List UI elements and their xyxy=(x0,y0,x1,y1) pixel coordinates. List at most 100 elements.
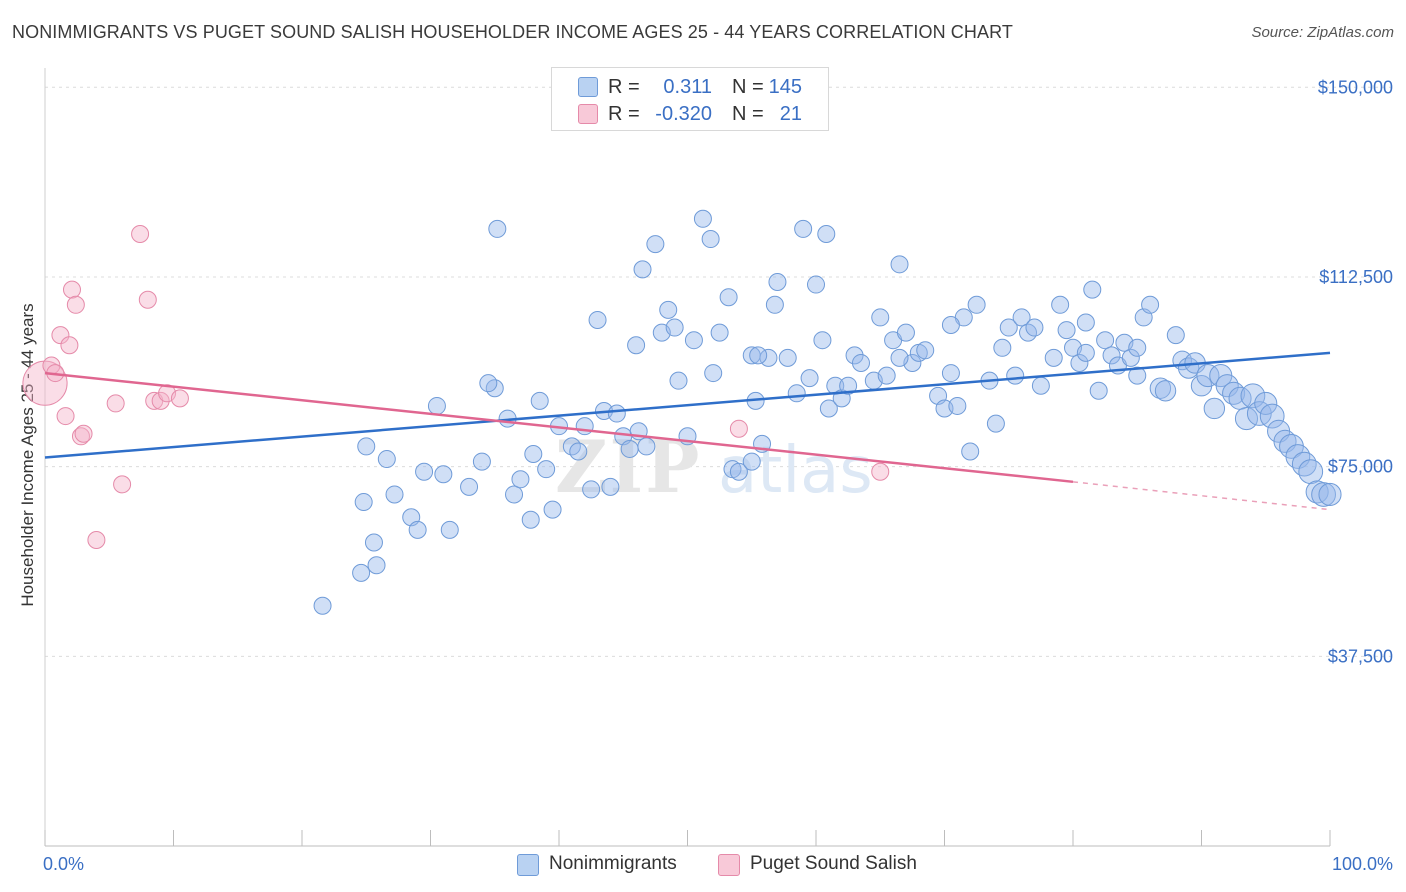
legend-swatch-blue xyxy=(517,854,539,876)
y-tick-label: $112,500 xyxy=(1319,267,1393,287)
nonimmigrants-point xyxy=(620,439,639,458)
nonimmigrants-point xyxy=(1051,295,1070,314)
nonimmigrants-point xyxy=(408,520,427,539)
nonimmigrants-point xyxy=(434,465,453,484)
nonimmigrants-point xyxy=(1318,482,1342,507)
nonimmigrants-point xyxy=(537,460,556,479)
puget-sound-salish-trend-extension xyxy=(1072,481,1331,511)
nonimmigrants-point xyxy=(916,341,935,360)
nonimmigrants-point xyxy=(440,520,459,539)
nonimmigrants-point xyxy=(575,417,594,436)
nonimmigrants-point xyxy=(385,485,404,504)
nonimmigrants-point xyxy=(845,346,864,365)
y-tick-label: $75,000 xyxy=(1328,457,1393,477)
nonimmigrants-point xyxy=(1203,397,1226,420)
nonimmigrants-point xyxy=(765,295,784,314)
legend-swatch-blue xyxy=(578,77,598,97)
nonimmigrants-point xyxy=(1076,313,1095,332)
nonimmigrants-point xyxy=(607,404,626,423)
nonimmigrants-point xyxy=(941,364,960,383)
nonimmigrants-point xyxy=(1044,348,1063,367)
puget-sound-salish-trend-line xyxy=(44,371,1074,484)
nonimmigrants-point xyxy=(1128,338,1147,357)
r-value: -0.320 xyxy=(655,103,712,125)
nonimmigrants-point xyxy=(665,318,684,337)
chart-title: NONIMMIGRANTS VS PUGET SOUND SALISH HOUS… xyxy=(12,22,1013,42)
nonimmigrants-point xyxy=(1031,376,1050,395)
nonimmigrants-point xyxy=(543,500,562,519)
nonimmigrants-point xyxy=(601,477,620,496)
nonimmigrants-point xyxy=(588,310,607,329)
nonimmigrants-point xyxy=(313,596,332,615)
nonimmigrants-point xyxy=(352,563,371,582)
nonimmigrants-point xyxy=(521,510,540,529)
nonimmigrants-point xyxy=(511,470,530,489)
nonimmigrants-point xyxy=(877,366,896,385)
nonimmigrants-point xyxy=(794,219,813,238)
watermark: ZIP atlas xyxy=(555,424,873,509)
correlation-legend: R = 0.311 N = 145 R = -0.320 N = 21 xyxy=(551,67,829,131)
nonimmigrants-point xyxy=(896,323,915,342)
puget-sound-salish-point xyxy=(170,389,189,408)
nonimmigrants-point xyxy=(637,437,656,456)
nonimmigrants-point xyxy=(659,300,678,319)
nonimmigrants-point xyxy=(961,442,980,461)
y-tick-label: $37,500 xyxy=(1328,646,1393,666)
puget-sound-salish-point xyxy=(66,295,85,314)
nonimmigrants-point xyxy=(364,533,383,552)
legend-label: Nonimmigrants xyxy=(549,853,677,874)
axis-tick-labels: $150,000 $112,500 $75,000 $37,500 0.0% 100.0% xyxy=(43,77,1393,874)
nonimmigrants-point xyxy=(1089,381,1108,400)
nonimmigrants-point xyxy=(1025,318,1044,337)
puget-sound-salish-point xyxy=(729,419,748,438)
nonimmigrants-point xyxy=(817,224,836,243)
n-label: N = xyxy=(732,103,764,125)
nonimmigrants-point xyxy=(1076,343,1095,362)
nonimmigrants-point xyxy=(1298,459,1324,485)
nonimmigrants-point xyxy=(742,452,761,471)
nonimmigrants-point xyxy=(807,275,825,294)
puget-sound-salish-point xyxy=(56,407,75,426)
nonimmigrants-point xyxy=(986,414,1005,433)
nonimmigrants-point xyxy=(569,442,588,461)
puget-sound-salish-point xyxy=(74,424,93,443)
nonimmigrants-point xyxy=(941,316,960,335)
nonimmigrants-point xyxy=(1012,308,1031,327)
n-label: N = xyxy=(732,76,764,98)
y-tick-label: $150,000 xyxy=(1318,77,1393,97)
legend-swatch-pink xyxy=(578,104,598,124)
nonimmigrants-point xyxy=(1154,380,1177,402)
nonimmigrants-point xyxy=(488,219,507,238)
legend-row-puget-sound-salish: R = -0.320 N = 21 xyxy=(552,101,828,127)
nonimmigrants-point xyxy=(890,348,909,367)
nonimmigrants-point xyxy=(354,493,373,512)
n-value: 145 xyxy=(768,76,802,98)
puget-sound-salish-point xyxy=(151,391,170,410)
nonimmigrants-point xyxy=(530,391,549,410)
nonimmigrants-point xyxy=(1096,331,1115,350)
nonimmigrants-point xyxy=(1006,366,1025,385)
nonimmigrants-point xyxy=(669,371,688,390)
nonimmigrants-point xyxy=(1141,295,1160,314)
nonimmigrants-point xyxy=(839,376,858,395)
r-label: R = xyxy=(608,76,640,98)
nonimmigrants-point xyxy=(710,323,729,342)
nonimmigrants-point xyxy=(1102,346,1121,365)
legend-swatch-pink xyxy=(718,854,740,876)
nonimmigrants-point xyxy=(367,556,386,575)
nonimmigrants-point xyxy=(1311,482,1336,507)
puget-sound-salish-point xyxy=(138,290,157,309)
nonimmigrants-point xyxy=(1128,366,1147,385)
nonimmigrants-point xyxy=(633,260,652,279)
r-label: R = xyxy=(608,103,640,125)
nonimmigrants-point xyxy=(948,396,967,415)
nonimmigrants-point xyxy=(427,396,446,415)
nonimmigrants-point xyxy=(524,445,543,463)
nonimmigrants-point xyxy=(1083,280,1102,299)
nonimmigrants-point xyxy=(415,462,434,481)
nonimmigrants-point xyxy=(1254,391,1278,415)
nonimmigrants-point xyxy=(1215,374,1239,398)
nonimmigrants-point xyxy=(1259,403,1285,429)
nonimmigrants-point xyxy=(1166,326,1185,345)
n-value: 21 xyxy=(779,103,802,125)
